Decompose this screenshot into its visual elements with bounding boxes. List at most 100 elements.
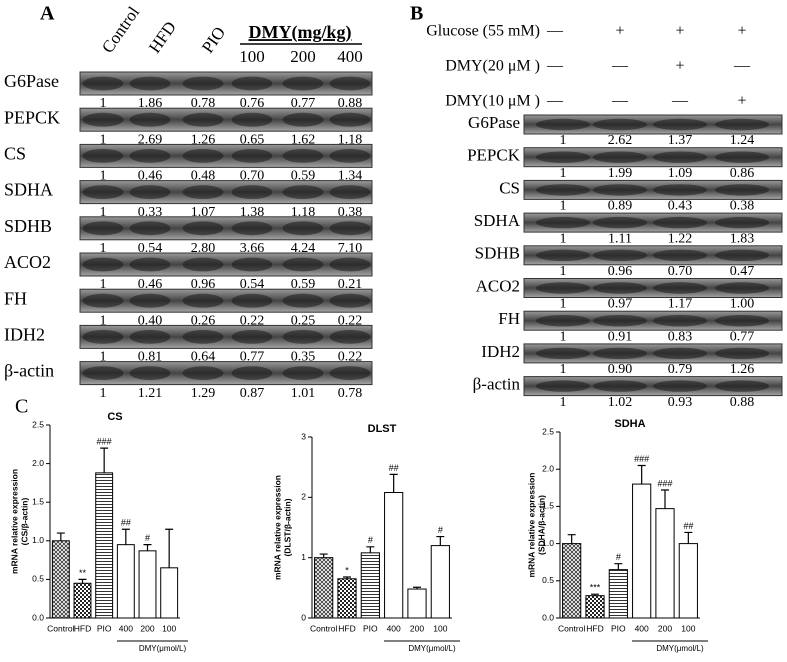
blot-lane [231,112,273,127]
blot-band [79,71,373,96]
blot-lane [535,380,591,392]
significance: ### [634,454,649,464]
blot-lane [714,184,770,196]
blot-lane [329,112,371,127]
blot-lane [182,149,224,163]
band-ratio: 0.70 [668,264,693,279]
band-ratio: 0.59 [291,277,316,292]
band-ratio: 1 [100,169,107,184]
blot-lane [714,151,770,163]
significance: ### [97,437,112,447]
band-ratio: 0.77 [730,329,755,344]
blot-lane [182,221,224,236]
band-ratio: 0.81 [138,350,163,365]
band-ratio: 0.46 [138,277,163,292]
blot-lane [592,216,648,229]
blot-lane [652,249,708,261]
band-ratio: 1.18 [291,205,316,220]
condition-sign: + [675,58,684,75]
error-bar [413,586,421,590]
row-label: FH [4,288,27,308]
blot-lane [652,380,708,392]
x-tick-label: PIO [611,623,626,633]
band-ratio: 0.25 [291,313,316,328]
x-tick-label: 200 [410,623,424,633]
blot-lane [231,366,273,380]
bar [384,492,404,619]
band-ratio: 0.33 [138,205,163,220]
blot-lane [182,185,224,200]
y-tick-label: 1 [301,552,306,562]
band-ratio: 0.22 [338,313,363,328]
condition-sign: + [675,23,684,40]
significance: # [145,533,150,543]
band-ratio: 0.78 [191,96,216,111]
error-bar [343,576,351,579]
condition-sign: — [546,58,564,75]
band-ratio: 0.40 [138,313,163,328]
condition-sign: + [737,93,746,110]
blot-lane [535,118,591,131]
blot-lane [231,257,273,272]
blot-lane [82,366,124,380]
y-tick-label: 2.0 [542,463,554,473]
band-ratio: 1 [100,205,107,220]
blot-lane [129,257,171,272]
blot-lane [592,282,648,294]
band-ratio: 1 [560,133,567,148]
significance: ## [121,518,131,528]
band-ratio: 0.87 [240,386,265,401]
band-ratio: 0.90 [608,362,633,377]
band-ratio: 1.62 [291,132,316,147]
band-ratio: 0.91 [608,329,633,344]
error-bar [637,464,646,485]
band-ratio: 0.26 [191,313,216,328]
band-ratio: 0.93 [668,395,693,410]
band-ratio: 1.26 [730,362,755,377]
band-ratio: 0.77 [240,350,265,365]
blot-lane [231,330,273,344]
band-ratio: 1.83 [730,231,755,246]
band-ratio: 1.00 [730,297,755,312]
y-tick-label: 1.0 [32,535,44,545]
panel-letter: A [40,3,55,25]
band-ratio: 0.48 [191,169,216,184]
band-ratio: 1.11 [608,231,632,246]
blot-lane [282,366,324,380]
blot-band [79,361,373,386]
bar [116,544,135,619]
row-label: IDH2 [4,325,45,345]
y-tick-label: 0.0 [32,612,44,622]
y-tick-label: 1.5 [542,501,554,511]
y-axis-label: (SDHA/β-actin) [536,495,546,555]
x-tick-label: 400 [387,623,401,633]
bar [678,543,698,619]
band-ratio: 1 [100,386,107,401]
blot-lane [82,293,124,308]
band-ratio: 2.80 [191,241,216,256]
column-label: Control [98,3,144,57]
row-label: ACO2 [476,276,520,295]
blot-lane [535,347,591,360]
condition-sign: — [611,93,629,110]
row-label: PEPCK [4,107,60,127]
group-label: DMY(μmol/L) [656,644,704,653]
error-bar [436,535,445,546]
dose-label: 400 [337,47,363,66]
blot-lane [129,112,171,127]
band-ratio: 0.64 [191,350,216,365]
group-label: DMY(μmol/L) [408,644,456,653]
error-bar [56,532,65,541]
x-tick-label: HFD [338,623,355,633]
bar [51,540,70,619]
blot-lane [82,221,124,236]
x-tick-label: Control [310,623,338,633]
band-ratio: 1 [560,395,567,410]
condition-sign: — [546,23,564,40]
band-ratio: 1 [560,264,567,279]
x-tick-label: PIO [363,623,378,633]
band-ratio: 0.38 [338,205,363,220]
band-ratio: 1 [560,166,567,181]
error-bar [366,546,375,553]
y-tick-label: 2.0 [32,458,44,468]
